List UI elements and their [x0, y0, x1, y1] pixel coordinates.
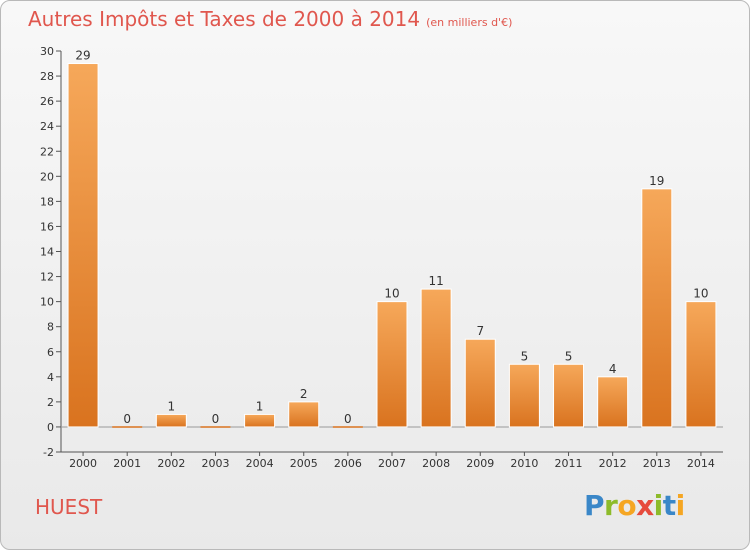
bar [464, 338, 496, 428]
data-label: 10 [693, 287, 708, 301]
x-tick-label: 2009 [466, 457, 494, 470]
data-label: 0 [123, 412, 131, 426]
y-tick-label: 26 [40, 95, 54, 108]
y-tick-label: 10 [40, 296, 54, 309]
proxiti-logo: Proxiti [584, 489, 685, 522]
y-tick-label: 12 [40, 271, 54, 284]
bar [553, 363, 585, 428]
x-tick-label: 2007 [378, 457, 406, 470]
data-label: 5 [521, 349, 529, 363]
y-tick-label: 22 [40, 145, 54, 158]
x-tick-label: 2008 [422, 457, 450, 470]
y-tick-label: 16 [40, 220, 54, 233]
bar [685, 301, 717, 428]
y-tick-label: 6 [47, 346, 54, 359]
bar [67, 63, 99, 428]
x-tick-label: 2011 [555, 457, 583, 470]
chart-unit: (en milliers d'€) [426, 16, 513, 29]
x-tick-label: 2002 [157, 457, 185, 470]
x-tick-label: 2000 [69, 457, 97, 470]
chart-title-block: Autres Impôts et Taxes de 2000 à 2014 (en… [28, 7, 512, 31]
data-label: 7 [476, 324, 484, 338]
x-tick-label: 2010 [510, 457, 538, 470]
data-label: 4 [609, 362, 617, 376]
chart-title: Autres Impôts et Taxes de 2000 à 2014 [28, 7, 421, 31]
data-label: 10 [384, 287, 399, 301]
x-tick-label: 2013 [643, 457, 671, 470]
data-label: 5 [565, 349, 573, 363]
bar [508, 363, 540, 428]
x-tick-label: 2012 [599, 457, 627, 470]
x-tick-label: 2005 [290, 457, 318, 470]
y-tick-label: 30 [40, 45, 54, 58]
x-tick-label: 2001 [113, 457, 141, 470]
bar [376, 301, 408, 428]
data-label: 0 [344, 412, 352, 426]
y-tick-label: 28 [40, 70, 54, 83]
data-label: 2 [300, 387, 308, 401]
bar [244, 413, 276, 428]
y-tick-label: 8 [47, 321, 54, 334]
commune-name: HUEST [35, 495, 103, 519]
y-tick-label: 18 [40, 195, 54, 208]
bar [597, 376, 629, 428]
data-label: 11 [428, 274, 443, 288]
data-label: 0 [212, 412, 220, 426]
x-tick-label: 2003 [201, 457, 229, 470]
y-tick-label: 14 [40, 246, 54, 259]
x-tick-label: 2006 [334, 457, 362, 470]
data-label: 1 [256, 399, 264, 413]
data-label: 29 [75, 49, 90, 63]
x-tick-label: 2014 [687, 457, 715, 470]
data-label: 19 [649, 174, 664, 188]
data-label: 1 [168, 399, 176, 413]
bar [420, 288, 452, 428]
bar [155, 413, 187, 428]
bar [288, 401, 320, 428]
bar [641, 188, 673, 428]
y-tick-label: 0 [47, 421, 54, 434]
y-tick-label: 20 [40, 170, 54, 183]
y-tick-label: 2 [47, 396, 54, 409]
x-tick-label: 2004 [246, 457, 274, 470]
y-tick-label: -2 [43, 446, 54, 459]
y-tick-label: 24 [40, 120, 54, 133]
y-tick-label: 4 [47, 371, 54, 384]
